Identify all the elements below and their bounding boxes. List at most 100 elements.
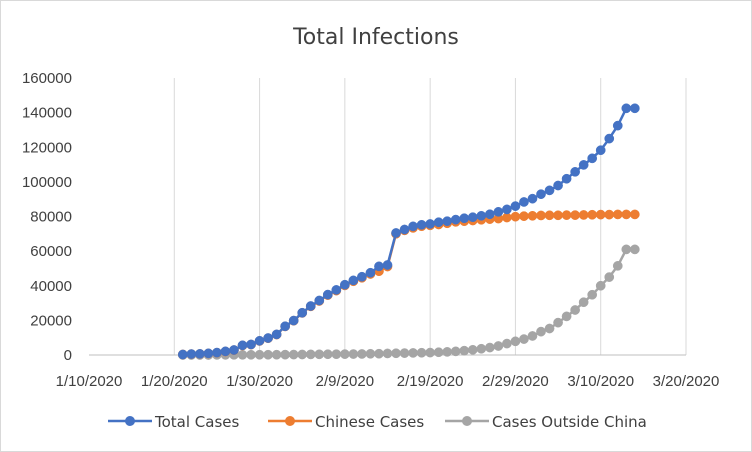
data-point — [442, 216, 453, 227]
data-point — [263, 349, 273, 360]
series-line — [182, 248, 635, 357]
data-point — [297, 307, 308, 318]
data-point — [348, 349, 359, 359]
data-point — [177, 349, 188, 360]
series-group — [177, 103, 640, 360]
data-point — [382, 260, 393, 270]
legend-item: Chinese Cases — [268, 413, 424, 431]
data-point — [425, 219, 435, 229]
legend-swatch-marker — [462, 416, 472, 426]
x-tick-label: 2/29/2020 — [482, 373, 549, 390]
data-point — [578, 297, 589, 308]
data-point — [595, 145, 606, 156]
data-point — [578, 210, 589, 220]
data-point — [467, 212, 478, 223]
data-point — [510, 201, 521, 211]
data-point — [587, 209, 598, 220]
x-tick-label: 3/10/2020 — [567, 373, 634, 390]
data-point — [527, 331, 538, 341]
legend-item: Total Cases — [108, 413, 240, 431]
data-point — [246, 339, 256, 350]
data-point — [237, 340, 248, 351]
data-point — [297, 349, 308, 360]
data-point — [220, 346, 231, 357]
data-point — [578, 160, 589, 170]
data-point — [484, 342, 495, 353]
data-point — [322, 349, 333, 360]
data-point — [510, 336, 521, 347]
legend-label: Total Cases — [154, 413, 240, 431]
data-point — [519, 334, 529, 344]
x-tick-label: 1/10/2020 — [56, 373, 123, 390]
legend-item: Cases Outside China — [445, 413, 647, 431]
data-point — [331, 349, 342, 360]
data-point — [519, 197, 529, 207]
series-line — [182, 213, 635, 356]
legend-swatch-marker — [125, 416, 135, 426]
y-tick-label: 20000 — [30, 312, 72, 329]
data-point — [493, 206, 504, 217]
data-point — [340, 279, 350, 290]
data-point — [629, 103, 640, 114]
y-tick-label: 40000 — [30, 278, 72, 295]
data-point — [280, 349, 291, 360]
data-point — [570, 305, 580, 315]
x-tick-label: 2/9/2020 — [316, 373, 374, 390]
data-point — [527, 210, 538, 221]
data-point — [450, 214, 461, 225]
data-point — [229, 345, 239, 355]
y-tick-label: 140000 — [22, 105, 72, 122]
data-point — [433, 347, 444, 358]
data-point — [467, 344, 478, 355]
data-point — [587, 153, 598, 164]
data-point — [246, 349, 256, 360]
data-point — [561, 311, 572, 322]
series-chinese-cases — [177, 209, 640, 360]
data-point — [553, 210, 563, 221]
data-point — [502, 212, 512, 223]
data-point — [621, 103, 632, 114]
data-point — [365, 348, 376, 359]
data-point — [374, 348, 384, 359]
data-point — [340, 349, 350, 359]
legend-swatch-marker — [285, 416, 295, 426]
data-point — [459, 345, 470, 356]
data-point — [536, 210, 546, 221]
x-tick-label: 1/20/2020 — [141, 373, 208, 390]
data-point — [382, 348, 393, 359]
data-point — [254, 349, 265, 360]
data-point — [536, 326, 546, 337]
data-point — [433, 217, 444, 228]
y-tick-label: 100000 — [22, 174, 72, 191]
data-point — [570, 166, 580, 177]
data-point — [186, 349, 197, 359]
data-point — [519, 211, 529, 222]
data-point — [621, 244, 632, 255]
data-point — [493, 341, 504, 351]
data-point — [322, 289, 333, 300]
data-point — [502, 338, 512, 349]
y-tick-label: 0 — [64, 347, 72, 364]
data-point — [570, 210, 580, 220]
axes: 1/10/2020 1/20/2020 1/30/2020 2/9/2020 2/19/… — [22, 70, 719, 390]
data-point — [459, 213, 470, 224]
data-point — [254, 335, 265, 346]
data-point — [348, 275, 359, 286]
data-point — [425, 347, 435, 358]
data-point — [237, 349, 248, 360]
data-point — [612, 260, 623, 271]
data-point — [416, 219, 427, 230]
data-point — [391, 228, 401, 238]
data-point — [595, 280, 606, 291]
data-point — [527, 193, 538, 204]
data-point — [476, 343, 487, 354]
data-point — [271, 329, 282, 340]
data-point — [510, 211, 521, 222]
data-point — [442, 347, 453, 357]
data-point — [314, 295, 325, 306]
data-point — [305, 301, 316, 311]
legend-label: Cases Outside China — [492, 413, 647, 431]
data-point — [612, 209, 623, 220]
data-point — [365, 267, 376, 278]
